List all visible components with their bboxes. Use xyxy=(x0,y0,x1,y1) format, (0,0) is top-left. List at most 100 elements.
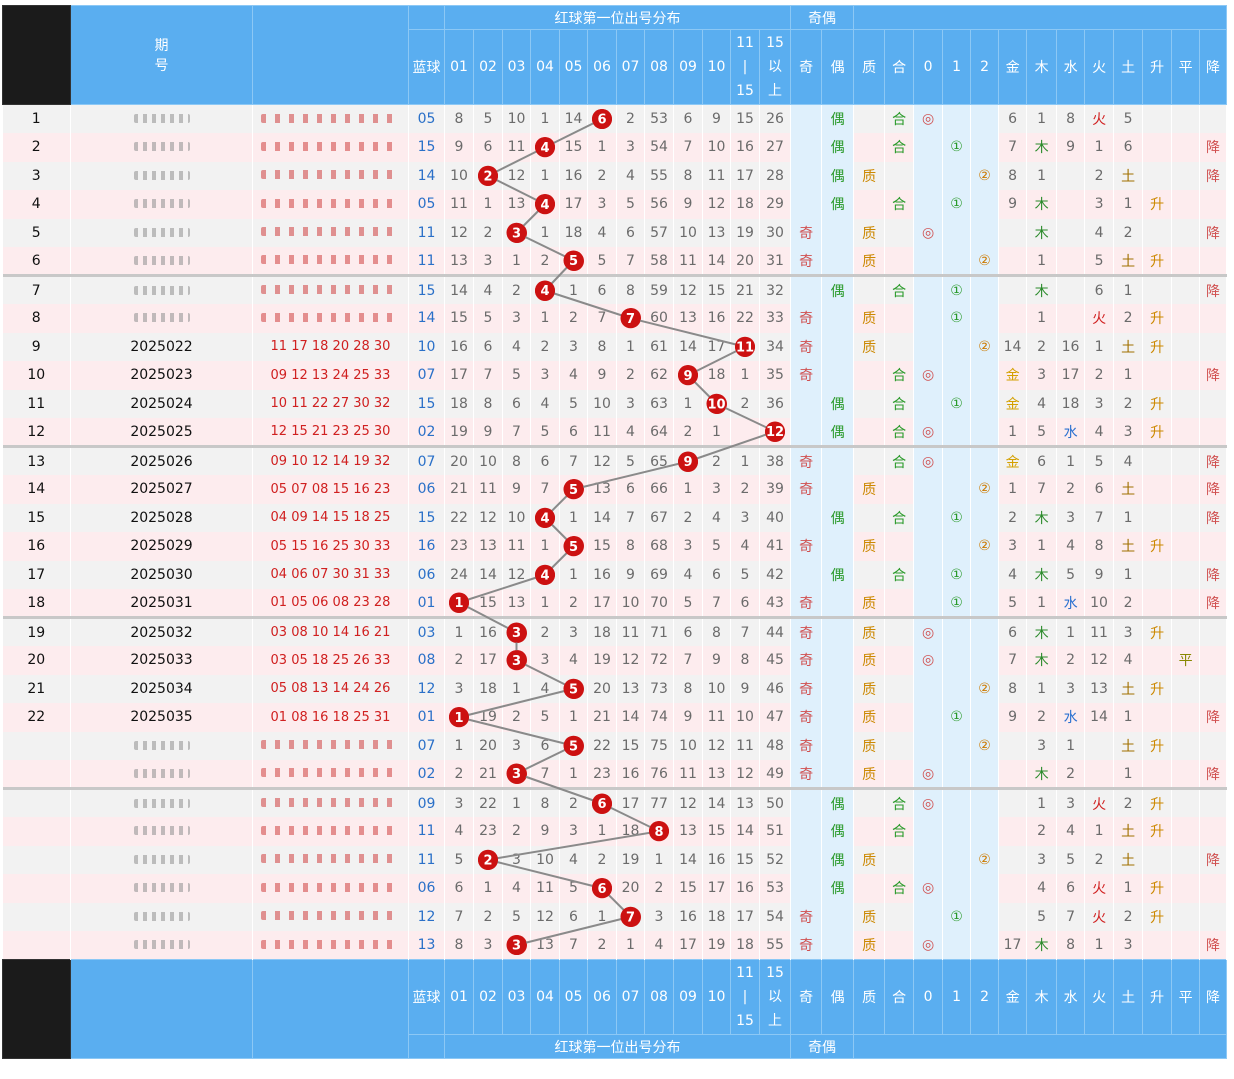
attr-header-14: 降 xyxy=(1199,29,1227,105)
odd-even-value: 偶 xyxy=(830,168,845,185)
dist-cell-8: 70 xyxy=(644,589,674,618)
odd-even-value: 奇 xyxy=(799,681,814,698)
remainder-mark: ◎ xyxy=(921,224,935,241)
dist-cell-10: 14 xyxy=(702,787,731,817)
dist-cell-5: 4 xyxy=(559,845,588,874)
blurred-issue xyxy=(133,199,190,209)
up-cell: 升 xyxy=(1142,616,1173,646)
remainder-0-cell xyxy=(913,304,944,333)
issue-number xyxy=(70,247,253,276)
even-cell xyxy=(821,674,855,703)
odd-even-value: 偶 xyxy=(830,824,845,841)
odd-even-value: 偶 xyxy=(830,396,845,413)
down-cell: 降 xyxy=(1199,361,1227,390)
winning-numbers-footer xyxy=(252,959,409,1059)
down-cell xyxy=(1199,332,1227,361)
element-cell-2 xyxy=(1056,247,1086,276)
dist-cell-5: 1 xyxy=(559,760,588,789)
element-cell-3: 火 xyxy=(1084,304,1115,333)
odd-cell xyxy=(790,845,823,874)
attr-header-2: 质 xyxy=(853,29,886,105)
trend-mark: 升 xyxy=(1150,681,1165,698)
dist-cell-11: 18 xyxy=(730,190,760,219)
winning-numbers xyxy=(252,760,409,789)
winning-numbers xyxy=(252,817,409,846)
up-cell: 升 xyxy=(1142,817,1173,846)
even-cell: 偶 xyxy=(821,133,855,162)
first-red-ball: 6 xyxy=(592,878,612,899)
odd-even-value: 偶 xyxy=(830,424,845,441)
blue-ball-value: 01 xyxy=(408,589,445,618)
trend-mark: 升 xyxy=(1150,881,1165,898)
element-cell-1: 3 xyxy=(1026,845,1058,874)
dist-cell-2: 22 xyxy=(473,787,503,817)
dist-cell-12: 46 xyxy=(759,674,792,703)
table-row: 09 3 22 1 8 2 6 17 77 12 14 13 50 偶合 ◎ 1 3 火 2 升 xyxy=(2,787,1227,817)
even-cell xyxy=(821,445,855,475)
attr-header-1: 偶 xyxy=(821,29,855,105)
element-cell-3: 2 xyxy=(1084,361,1115,390)
blue-ball-value: 02 xyxy=(408,760,445,789)
dist-cell-6: 2 xyxy=(587,845,617,874)
element-cell-3: 11 xyxy=(1084,616,1115,646)
dist-cell-8: 8 xyxy=(644,817,674,846)
dist-cell-11: 13 xyxy=(730,787,760,817)
dist-cell-1: 14 xyxy=(444,274,474,304)
dist-cell-9: 11 xyxy=(673,760,703,789)
element-cell-0 xyxy=(998,218,1028,247)
element-cell-0: 8 xyxy=(998,161,1028,190)
odd-even-value: 奇 xyxy=(799,253,814,270)
prime-composite-value: 质 xyxy=(862,653,877,670)
dist-cell-1: 24 xyxy=(444,560,474,589)
prime-composite-value: 质 xyxy=(862,710,877,727)
blue-ball-value: 07 xyxy=(408,731,445,760)
dist-cell-6: 8 xyxy=(587,332,617,361)
dist-cell-7: 7 xyxy=(616,247,645,276)
dist-cell-10: 11 xyxy=(702,161,731,190)
element-cell-0: 金 xyxy=(998,361,1028,390)
dist-cell-4: 2 xyxy=(530,332,560,361)
issue-number: 2025022 xyxy=(70,332,253,361)
element-cell-2: 7 xyxy=(1056,902,1086,931)
dist-cell-6: 13 xyxy=(587,475,617,504)
dist-cell-1: 15 xyxy=(444,304,474,333)
dist-cell-11: 2 xyxy=(730,389,760,418)
remainder-2-cell: ② xyxy=(970,674,1000,703)
element-cell-4: 土 xyxy=(1113,817,1144,846)
element-cell-4: 4 xyxy=(1113,445,1144,475)
remainder-mark: ◎ xyxy=(921,795,935,812)
odd-cell xyxy=(790,190,823,219)
down-cell: 降 xyxy=(1199,218,1227,247)
dist-cell-12: 52 xyxy=(759,845,792,874)
table-row: 18 2025031 01 05 06 08 23 28 01 1 15 13 1 2 17 10 7… xyxy=(2,589,1227,618)
element-cell-3: 4 xyxy=(1084,418,1115,447)
flat-cell xyxy=(1171,389,1201,418)
attr-header-0: 奇 xyxy=(790,959,823,1035)
issue-number: 2025028 xyxy=(70,503,253,532)
dist-cell-9: 17 xyxy=(673,931,703,960)
trend-mark: 升 xyxy=(1150,796,1165,813)
element-cell-0: 金 xyxy=(998,445,1028,475)
dist-cell-1: 16 xyxy=(444,332,474,361)
remainder-0-cell xyxy=(913,133,944,162)
dist-cell-11: 22 xyxy=(730,304,760,333)
up-cell: 升 xyxy=(1142,731,1173,760)
odd-even-value: 奇 xyxy=(799,766,814,783)
dist-cell-7: 4 xyxy=(616,161,645,190)
num-header-02: 02 xyxy=(473,959,503,1035)
dist-cell-3: 1 xyxy=(502,787,531,817)
flat-cell: 平 xyxy=(1171,646,1201,675)
dist-cell-5: 14 xyxy=(559,104,588,133)
blurred-issue xyxy=(133,142,190,152)
element-cell-0 xyxy=(998,787,1028,817)
row-index xyxy=(2,902,71,931)
element-cell-0: 3 xyxy=(998,532,1028,561)
dist-cell-9: 6 xyxy=(673,616,703,646)
element-cell-2: 8 xyxy=(1056,104,1086,133)
up-cell xyxy=(1142,845,1173,874)
num-header-10: 10 xyxy=(702,959,731,1035)
down-cell: 降 xyxy=(1199,133,1227,162)
element-cell-0: 5 xyxy=(998,589,1028,618)
flat-cell xyxy=(1171,304,1201,333)
even-cell xyxy=(821,616,855,646)
